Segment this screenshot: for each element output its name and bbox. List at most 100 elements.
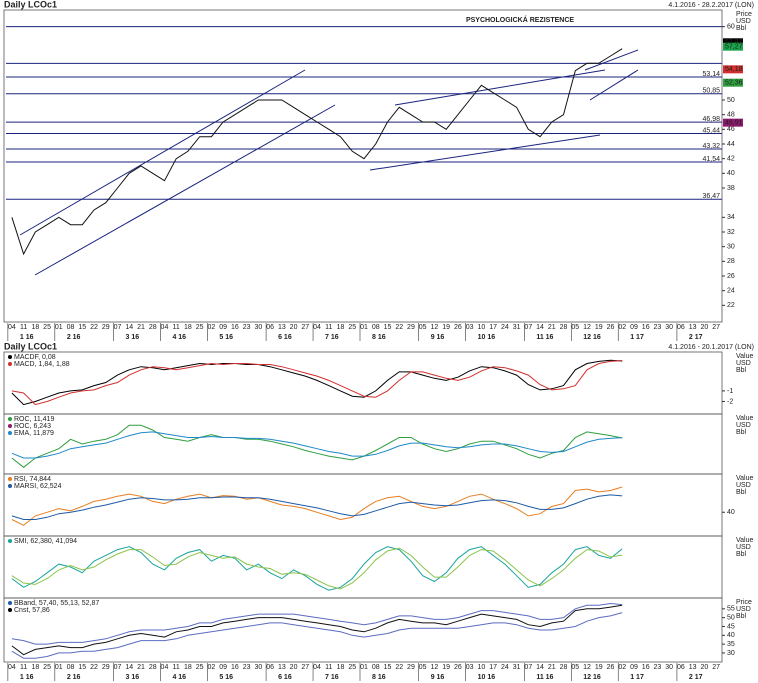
date-range: 4.1.2016 - 20.1.2017 (LON)	[668, 344, 754, 351]
y-tick-label: -1	[727, 388, 733, 395]
x-tick-label: 26	[454, 324, 462, 331]
x-tick-label: 25	[43, 664, 51, 671]
x-tick-label: 02	[618, 664, 626, 671]
legend-label: Cnst, 57,86	[14, 607, 50, 614]
y-tick-label: 24	[727, 288, 735, 295]
x-tick-label: 07	[114, 324, 122, 331]
y-tick-label: 22	[727, 302, 735, 309]
y-tick-label: 48	[727, 112, 735, 119]
month-label: 10 16	[478, 334, 496, 341]
month-label: 2 16	[67, 674, 81, 681]
x-tick-label: 15	[384, 324, 392, 331]
x-tick-label: 09	[219, 664, 227, 671]
legend-marker	[8, 424, 12, 428]
x-tick-label: 08	[372, 324, 380, 331]
x-tick-label: 02	[618, 324, 626, 331]
x-tick-label: 27	[712, 664, 720, 671]
x-tick-label: 30	[254, 664, 262, 671]
chart-title: Daily LCOc1	[4, 0, 57, 9]
x-tick-label: 08	[372, 664, 380, 671]
month-label: 6 16	[278, 334, 292, 341]
x-tick-label: 02	[208, 324, 216, 331]
x-tick-label: 15	[78, 324, 86, 331]
x-tick-label: 07	[114, 664, 122, 671]
last-value-box	[723, 118, 743, 127]
axis-unit: USD	[736, 606, 751, 613]
x-tick-label: 05	[571, 664, 579, 671]
x-tick-label: 25	[348, 664, 356, 671]
last-value-label: 57,27	[725, 44, 743, 51]
axis-unit: Bbl	[736, 25, 747, 32]
x-tick-label: 08	[67, 664, 75, 671]
x-tick-label: 26	[454, 664, 462, 671]
x-tick-label: 05	[419, 664, 427, 671]
x-tick-label: 14	[536, 324, 544, 331]
x-tick-label: 13	[689, 324, 697, 331]
legend-marker	[8, 484, 12, 488]
x-tick-label: 24	[501, 324, 509, 331]
x-tick-label: 17	[489, 664, 497, 671]
x-tick-label: 01	[360, 324, 368, 331]
x-tick-label: 28	[560, 324, 568, 331]
x-tick-label: 09	[219, 324, 227, 331]
x-tick-label: 07	[524, 324, 532, 331]
series-line	[11, 547, 623, 590]
axis-unit: Bbl	[736, 367, 747, 374]
month-label: 9 16	[431, 334, 445, 341]
x-tick-label: 27	[301, 324, 309, 331]
y-tick-label: 44	[727, 141, 735, 148]
month-label: 1 16	[20, 674, 34, 681]
level-label: 41,54	[702, 156, 720, 163]
x-tick-label: 29	[102, 664, 110, 671]
month-label: 7 16	[325, 334, 339, 341]
x-tick-label: 23	[654, 324, 662, 331]
x-tick-label: 04	[161, 664, 169, 671]
legend-marker	[8, 431, 12, 435]
x-tick-label: 05	[571, 324, 579, 331]
y-tick-label: 50	[727, 97, 735, 104]
series-line	[11, 494, 623, 520]
x-tick-label: 03	[466, 664, 474, 671]
month-label: 8 16	[372, 674, 386, 681]
x-tick-label: 20	[700, 664, 708, 671]
month-label: 4 16	[172, 334, 186, 341]
legend-marker	[8, 355, 12, 359]
legend-marker	[8, 477, 12, 481]
y-tick-label: 50	[727, 614, 735, 621]
level-label: 45,44	[702, 127, 720, 134]
axis-unit: USD	[736, 360, 751, 367]
x-tick-label: 21	[137, 664, 145, 671]
x-tick-label: 22	[395, 664, 403, 671]
x-tick-label: 13	[689, 664, 697, 671]
x-tick-label: 19	[442, 664, 450, 671]
x-tick-label: 13	[278, 664, 286, 671]
x-tick-label: 12	[431, 664, 439, 671]
x-tick-label: 27	[301, 664, 309, 671]
month-label: 12 16	[583, 334, 601, 341]
last-value-box	[723, 65, 743, 74]
x-tick-label: 04	[8, 664, 16, 671]
x-tick-label: 30	[665, 324, 673, 331]
y-tick-label: 40	[727, 170, 735, 177]
y-tick-label: 42	[727, 156, 735, 163]
x-tick-label: 18	[184, 324, 192, 331]
y-tick-label: 28	[727, 258, 735, 265]
x-tick-label: 08	[67, 324, 75, 331]
axis-unit: Value	[736, 353, 753, 360]
legend-label: EMA, 11,879	[14, 430, 54, 437]
x-tick-label: 04	[313, 324, 321, 331]
axis-unit: Bbl	[736, 551, 747, 558]
last-value-box	[723, 38, 743, 47]
axis-unit: Price	[736, 11, 752, 18]
x-tick-label: 12	[431, 324, 439, 331]
panel-title: Daily LCOc1	[4, 341, 57, 351]
legend-label: MACDF, 0,08	[14, 354, 56, 361]
x-tick-label: 26	[607, 664, 615, 671]
x-tick-label: 22	[90, 324, 98, 331]
month-label: 8 16	[372, 334, 386, 341]
legend-marker	[8, 608, 12, 612]
y-tick-label: 35	[727, 641, 735, 648]
x-tick-label: 11	[20, 324, 27, 331]
x-tick-label: 20	[290, 324, 298, 331]
panel-frame	[3, 597, 723, 663]
